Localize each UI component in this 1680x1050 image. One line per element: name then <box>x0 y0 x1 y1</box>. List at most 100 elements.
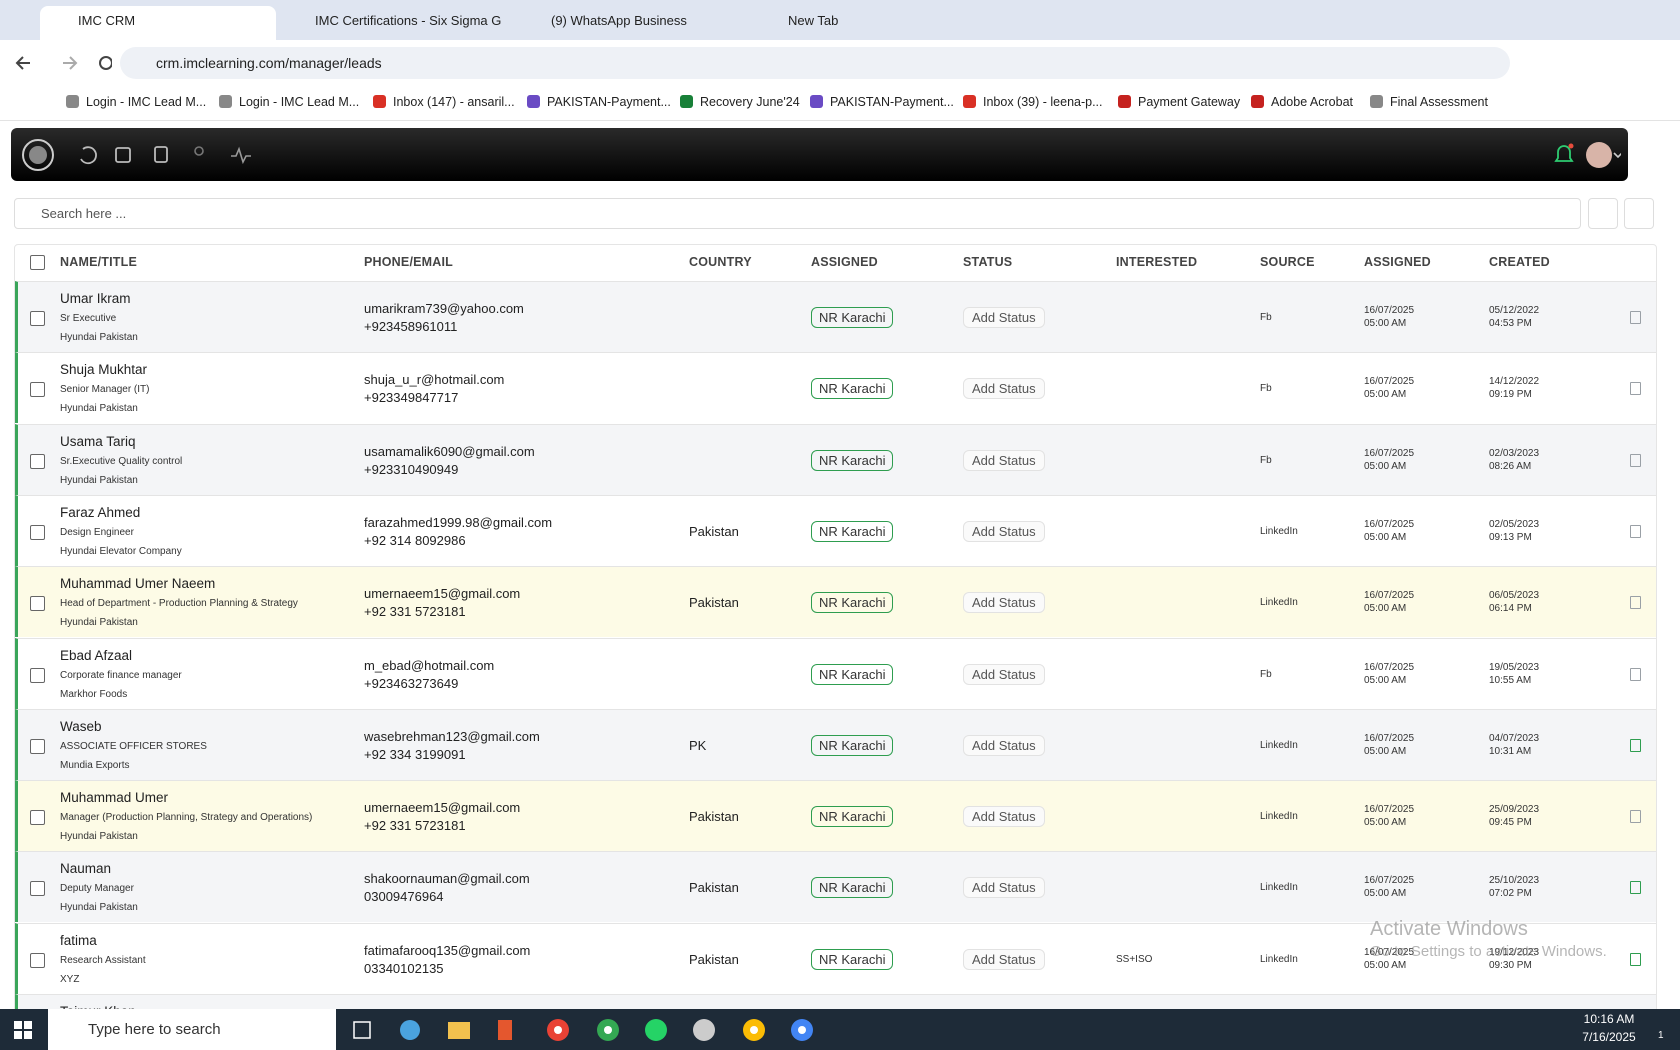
status-button[interactable]: Add Status <box>963 592 1045 614</box>
lead-title: Sr Executive <box>60 313 117 324</box>
row-checkbox[interactable] <box>30 311 45 326</box>
assigned-pill[interactable]: NR Karachi <box>811 734 894 756</box>
refresh-button[interactable] <box>1624 198 1654 229</box>
lead-phone: 03009476964 <box>364 889 444 905</box>
row-checkbox[interactable] <box>30 453 45 469</box>
assigned-pill[interactable]: NR Karachi <box>811 948 894 970</box>
lead-name[interactable]: Shuja Mukhtar <box>60 362 148 378</box>
lead-name[interactable]: Muhammad Umer Naeem <box>60 576 216 592</box>
lead-name[interactable]: Ebad Afzaal <box>60 647 133 663</box>
assigned-pill[interactable]: NR Karachi <box>811 307 894 328</box>
start-button[interactable] <box>14 1021 32 1039</box>
status-button[interactable]: Add Status <box>963 449 1045 471</box>
status-button[interactable]: Add Status <box>963 520 1045 542</box>
header-right <box>1554 142 1621 168</box>
notes-icon[interactable] <box>1630 952 1641 966</box>
assigned-date: 16/07/2025 <box>1364 518 1415 530</box>
created-time: 07:02 PM <box>1489 888 1532 900</box>
lead-name[interactable]: Usama Tariq <box>60 433 136 449</box>
lead-title: ASSOCIATE OFFICER STORES <box>60 740 207 752</box>
notes-icon[interactable] <box>1630 382 1641 396</box>
notes-icon[interactable] <box>1630 738 1641 752</box>
created-date: 02/03/2023 <box>1489 447 1540 459</box>
row-checkbox[interactable] <box>30 810 45 826</box>
status-button[interactable]: Add Status <box>963 806 1045 828</box>
bookmark-icon <box>527 95 540 108</box>
bookmark[interactable]: Final Assessment <box>1370 92 1488 112</box>
bookmark[interactable]: PAKISTAN-Payment... <box>810 92 954 112</box>
assigned-time: 05:00 AM <box>1364 959 1407 971</box>
lead-email: umernaeem15@gmail.com <box>364 800 521 816</box>
bookmark[interactable]: Adobe Acrobat <box>1251 92 1353 112</box>
assigned-pill[interactable]: NR Karachi <box>811 877 894 899</box>
row-checkbox[interactable] <box>30 952 45 968</box>
notes-icon[interactable] <box>1630 667 1641 681</box>
lead-source: Fb <box>1260 383 1272 395</box>
select-all-checkbox[interactable] <box>30 255 45 270</box>
lead-country: Pakistan <box>689 523 739 539</box>
notes-icon[interactable] <box>1630 524 1641 538</box>
taskbar-apps <box>353 1019 813 1041</box>
lead-title: Design Engineer <box>60 526 134 538</box>
search-input[interactable]: Search here ... <box>14 198 1581 229</box>
browser-tab[interactable]: New Tab <box>788 13 839 28</box>
lead-name[interactable]: fatima <box>60 932 97 948</box>
created-date: 04/07/2023 <box>1489 732 1540 744</box>
browser-tab[interactable]: IMC CRM <box>40 6 276 40</box>
assigned-time: 05:00 AM <box>1364 389 1407 401</box>
bookmark[interactable]: Login - IMC Lead M... <box>66 92 206 112</box>
notes-icon[interactable] <box>1630 596 1641 610</box>
status-button[interactable]: Add Status <box>963 734 1045 756</box>
bookmark[interactable]: Payment Gateway <box>1118 92 1240 112</box>
assigned-pill[interactable]: NR Karachi <box>811 520 894 542</box>
row-checkbox[interactable] <box>30 524 45 540</box>
lead-title: Senior Manager (IT) <box>60 384 150 396</box>
lead-name[interactable]: Nauman <box>60 861 112 877</box>
row-checkbox[interactable] <box>30 667 45 683</box>
lead-country: Pakistan <box>689 880 739 896</box>
assigned-pill[interactable]: NR Karachi <box>811 806 894 828</box>
notes-icon[interactable] <box>1630 881 1641 895</box>
status-button[interactable]: Add Status <box>963 877 1045 899</box>
lead-name[interactable]: Umar Ikram <box>60 291 131 306</box>
row-checkbox[interactable] <box>30 596 45 612</box>
notes-icon[interactable] <box>1630 810 1641 824</box>
bookmark[interactable]: PAKISTAN-Payment... <box>527 92 671 112</box>
browser-tab[interactable]: (9) WhatsApp Business <box>551 13 687 28</box>
row-checkbox[interactable] <box>30 881 45 897</box>
assigned-pill[interactable]: NR Karachi <box>811 449 894 471</box>
lead-name[interactable]: Muhammad Umer <box>60 790 169 806</box>
status-button[interactable]: Add Status <box>963 378 1045 400</box>
assigned-pill[interactable]: NR Karachi <box>811 378 894 400</box>
taskbar-search[interactable]: Type here to search <box>48 1009 336 1050</box>
assigned-time: 05:00 AM <box>1364 888 1407 900</box>
status-button[interactable]: Add Status <box>963 663 1045 685</box>
assigned-pill[interactable]: NR Karachi <box>811 663 894 685</box>
created-time: 08:26 AM <box>1489 460 1532 472</box>
leads-table: NAME/TITLE PHONE/EMAIL COUNTRY ASSIGNED STAT… <box>14 244 1657 1016</box>
filter-button[interactable] <box>1588 198 1618 229</box>
bookmark[interactable]: Inbox (147) - ansaril... <box>373 92 515 112</box>
lead-name[interactable]: Waseb <box>60 718 102 734</box>
assigned-time: 05:00 AM <box>1364 745 1407 757</box>
status-button[interactable]: Add Status <box>963 307 1045 328</box>
lead-title: Research Assistant <box>60 954 146 966</box>
notes-icon[interactable] <box>1630 311 1641 324</box>
lead-name[interactable]: Faraz Ahmed <box>60 504 141 520</box>
bookmark-icon <box>219 95 232 108</box>
bookmark[interactable]: Login - IMC Lead M... <box>219 92 359 112</box>
row-checkbox[interactable] <box>30 738 45 754</box>
column-header: ASSIGNED <box>1364 255 1431 269</box>
row-checkbox[interactable] <box>30 382 45 398</box>
assigned-date: 16/07/2025 <box>1364 946 1415 958</box>
browser-tab[interactable]: IMC Certifications - Six Sigma G <box>315 13 502 28</box>
status-button[interactable]: Add Status <box>963 948 1045 970</box>
assigned-date: 16/07/2025 <box>1364 875 1415 887</box>
nav-icons <box>15 56 112 70</box>
bookmark-icon <box>810 95 823 108</box>
url-bar[interactable]: crm.imclearning.com/manager/leads <box>120 47 1510 79</box>
bookmark[interactable]: Recovery June'24 <box>680 92 800 112</box>
assigned-pill[interactable]: NR Karachi <box>811 592 894 614</box>
bookmark[interactable]: Inbox (39) - leena-p... <box>963 92 1103 112</box>
notes-icon[interactable] <box>1630 453 1641 467</box>
